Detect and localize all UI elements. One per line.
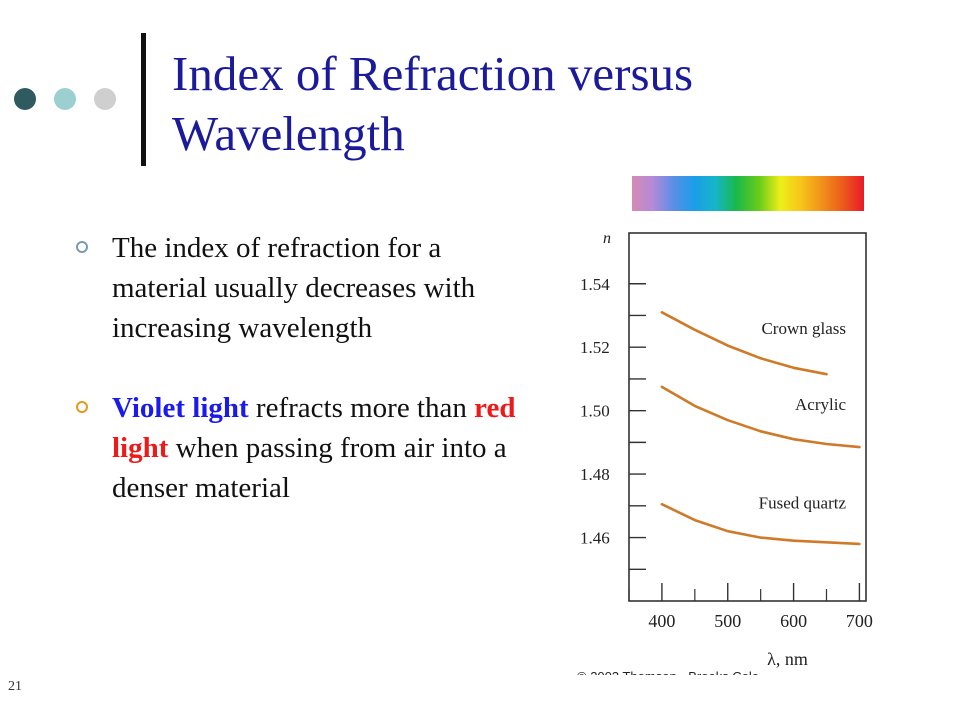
y-axis-label: n [603, 230, 611, 247]
x-tick-label: 500 [714, 611, 741, 631]
bullet-text: refracts more than [248, 392, 475, 424]
series-label: Fused quartz [759, 493, 847, 512]
bullet-text: The index of refraction for a material u… [112, 232, 476, 344]
bullet-item-2: Violet light refracts more than red ligh… [76, 388, 516, 508]
chart-series [660, 311, 861, 546]
slide-number: 21 [8, 679, 22, 694]
bullet-list: The index of refraction for a material u… [76, 228, 516, 508]
visible-spectrum-bar [632, 176, 864, 211]
copyright-credit: © 2003 Thomson - Brooks Cole [577, 669, 759, 675]
deco-dot-gray [94, 88, 116, 110]
title-divider-bar [141, 33, 146, 166]
series-label: Acrylic [795, 395, 846, 414]
series-line [660, 502, 861, 546]
y-tick-label: 1.50 [580, 402, 610, 421]
series-line [660, 311, 828, 376]
y-tick-label: 1.52 [580, 338, 610, 357]
chart-svg: 1.46 1.48 1.50 1.52 1.54 400 500 600 700 Crown g… [577, 230, 873, 675]
x-tick-label: 700 [846, 611, 873, 631]
decorative-dots [14, 88, 124, 112]
violet-light-keyword: Violet light [112, 392, 249, 424]
deco-dot-teal [54, 88, 76, 110]
chart-axes [628, 232, 867, 602]
bullet-ring-icon [76, 401, 88, 413]
y-tick-label: 1.48 [580, 465, 610, 484]
red-light-keyword: red light [112, 392, 516, 464]
deco-dot-dark [14, 88, 36, 110]
slide-title: Index of Refraction versus Wavelength [172, 46, 694, 161]
y-tick-label: 1.46 [580, 529, 610, 548]
bullet-item-1: The index of refraction for a material u… [76, 228, 516, 348]
chart-labels: Crown glass Acrylic Fused quartz n λ, nm © 20… [577, 230, 846, 675]
x-tick-label: 400 [648, 611, 675, 631]
bullet-text: when passing from air into a denser mate… [112, 432, 507, 504]
series-line [660, 385, 861, 449]
x-axis-label: λ, nm [767, 649, 808, 669]
plot-frame [628, 232, 867, 602]
x-tick-label: 600 [780, 611, 807, 631]
series-label: Crown glass [761, 319, 846, 338]
bullet-ring-icon [76, 241, 88, 253]
chart-ticks: 1.46 1.48 1.50 1.52 1.54 400 500 600 700 [580, 275, 873, 631]
y-tick-label: 1.54 [580, 275, 610, 294]
refraction-chart: 1.46 1.48 1.50 1.52 1.54 400 500 600 700 Crown g… [540, 225, 900, 675]
